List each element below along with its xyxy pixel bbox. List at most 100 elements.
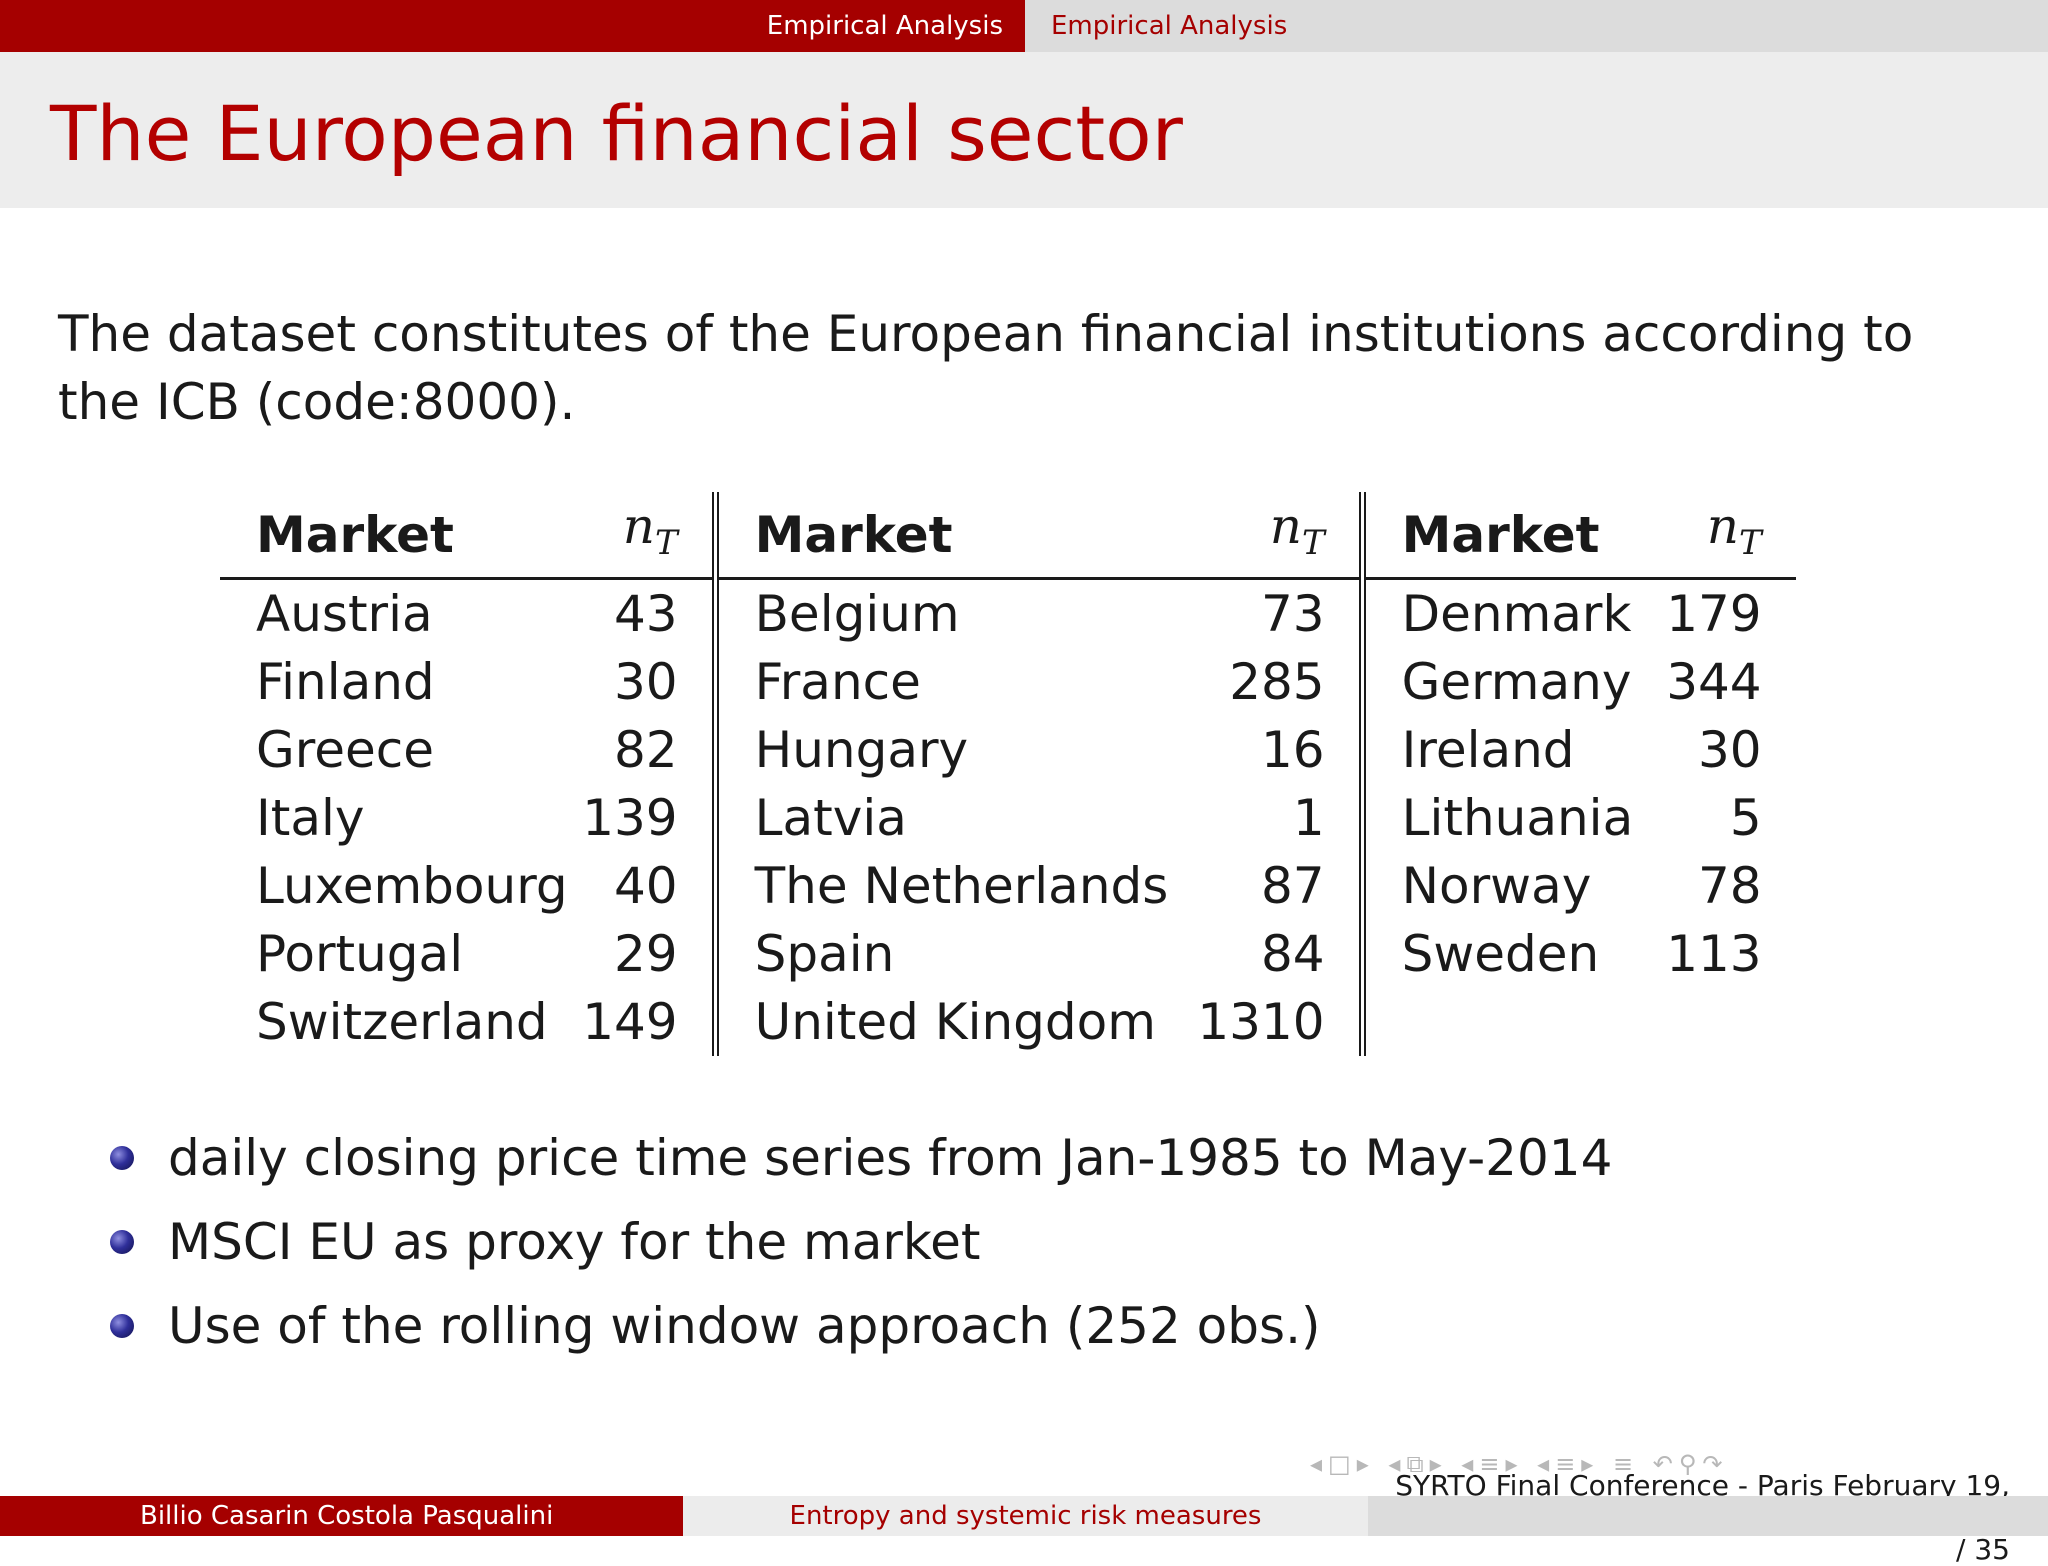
nav-section-right-label: Empirical Analysis	[1051, 11, 1288, 41]
nav-prev-part-icon[interactable]: ◂	[1537, 1450, 1556, 1478]
part-icon[interactable]: ≡	[1555, 1450, 1582, 1478]
footer-bar: Billio Casarin Costola Pasqualini Entrop…	[0, 1496, 2048, 1536]
market-count: 344	[1666, 653, 1762, 711]
header-n-symbol: n	[622, 497, 655, 555]
header-n-subscript: T	[1738, 523, 1762, 563]
list-item: Use of the rolling window approach (252 …	[110, 1284, 1612, 1368]
market-name: Latvia	[754, 789, 907, 847]
nav-next-section-icon[interactable]: ▸	[1505, 1450, 1524, 1478]
market-name: Austria	[256, 585, 433, 643]
header-n-symbol: n	[1706, 497, 1739, 555]
nav-section-left-label: Empirical Analysis	[766, 11, 1003, 41]
market-name: Italy	[256, 789, 365, 847]
header-n-subscript: T	[1301, 523, 1325, 563]
market-name	[1362, 988, 1652, 1056]
header-n-symbol: n	[1269, 497, 1302, 555]
section-icon[interactable]: ≡	[1479, 1450, 1506, 1478]
header-n-3: nT	[1651, 492, 1796, 580]
market-name: Spain	[754, 925, 895, 983]
bullet-list: daily closing price time series from Jan…	[110, 1116, 1612, 1368]
search-icon[interactable]: ⚲	[1678, 1450, 1703, 1478]
market-name: United Kingdom	[754, 993, 1156, 1051]
nav-prev-subsection-icon[interactable]: ◂	[1388, 1450, 1407, 1478]
bullet-text: MSCI EU as proxy for the market	[168, 1213, 981, 1271]
nav-next-frame-icon[interactable]: ▸	[1356, 1450, 1375, 1478]
market-count: 43	[567, 578, 719, 648]
market-count: 82	[567, 716, 719, 784]
header-market-2: Market	[715, 492, 1175, 580]
market-name: Sweden	[1401, 925, 1600, 983]
frame-title: The European financial sector	[50, 89, 1183, 178]
market-count: 1	[1174, 784, 1366, 852]
footer-authors: Billio Casarin Costola Pasqualini	[0, 1496, 683, 1536]
table-row: Finland 30 France 285 Germany 344	[220, 648, 1796, 716]
market-name: Lithuania	[1401, 789, 1634, 847]
market-count: 139	[567, 784, 719, 852]
market-count: 40	[567, 852, 719, 920]
market-name: Hungary	[754, 721, 969, 779]
nav-prev-section-icon[interactable]: ◂	[1461, 1450, 1480, 1478]
nav-prev-frame-icon[interactable]: ◂	[1310, 1450, 1329, 1478]
bullet-ball-icon	[110, 1230, 134, 1254]
market-count: 113	[1666, 925, 1762, 983]
document-icon[interactable]: ≡	[1612, 1450, 1640, 1478]
nav-next-subsection-icon[interactable]: ▸	[1429, 1450, 1448, 1478]
footer-talk-title: Entropy and systemic risk measures	[683, 1496, 1368, 1536]
market-count: 78	[1698, 857, 1762, 915]
market-name: Ireland	[1401, 721, 1575, 779]
intro-text: The dataset constitutes of the European …	[58, 305, 1914, 431]
bullet-ball-icon	[110, 1314, 134, 1338]
table-row: Italy 139 Latvia 1 Lithuania 5	[220, 784, 1796, 852]
markets-table: Market nT Market nT Market nT Austria 43…	[220, 492, 1796, 1056]
market-name: Denmark	[1401, 585, 1632, 643]
redo-icon[interactable]: ↷	[1702, 1450, 1729, 1478]
market-count: 179	[1666, 585, 1762, 643]
market-count: 84	[1174, 920, 1366, 988]
market-name: Switzerland	[256, 993, 548, 1051]
nav-section-next[interactable]: Empirical Analysis	[1025, 0, 2048, 52]
market-name: Portugal	[256, 925, 464, 983]
frame-title-bar: The European financial sector	[0, 52, 2048, 208]
market-count: 30	[1698, 721, 1762, 779]
subsection-icon[interactable]: ⧉	[1406, 1450, 1430, 1478]
market-count: 73	[1174, 578, 1366, 648]
market-name: Belgium	[754, 585, 960, 643]
nav-section-current[interactable]: Empirical Analysis	[0, 0, 1025, 52]
bullet-ball-icon	[110, 1146, 134, 1170]
market-count	[1652, 988, 1796, 1056]
undo-icon[interactable]: ↶	[1652, 1450, 1679, 1478]
header-market-1: Market	[220, 492, 568, 580]
nav-next-part-icon[interactable]: ▸	[1581, 1450, 1600, 1478]
market-name: France	[754, 653, 921, 711]
market-count: 87	[1174, 852, 1366, 920]
market-name: Germany	[1401, 653, 1632, 711]
market-count: 5	[1729, 789, 1762, 847]
page-number: / 35	[1956, 1533, 2010, 1566]
market-count: 1310	[1174, 988, 1366, 1056]
table-row: Greece 82 Hungary 16 Ireland 30	[220, 716, 1796, 784]
market-name: The Netherlands	[754, 857, 1169, 915]
market-count: 29	[567, 920, 719, 988]
bullet-text: Use of the rolling window approach (252 …	[168, 1297, 1321, 1355]
list-item: MSCI EU as proxy for the market	[110, 1200, 1612, 1284]
header-n-2: nT	[1174, 492, 1366, 580]
beamer-navigation-controls: ◂□▸ ◂⧉▸ ◂≡▸ ◂≡▸ ≡ ↶⚲↷	[1310, 1450, 1729, 1478]
market-count: 285	[1174, 648, 1366, 716]
bullet-text: daily closing price time series from Jan…	[168, 1129, 1613, 1187]
market-name: Norway	[1401, 857, 1592, 915]
header-n-1: nT	[567, 492, 719, 580]
market-count: 149	[567, 988, 719, 1056]
header-market-3: Market	[1362, 492, 1652, 580]
market-name: Greece	[256, 721, 434, 779]
table-header-row: Market nT Market nT Market nT	[220, 492, 1796, 580]
header-n-subscript: T	[654, 523, 678, 563]
market-name: Luxembourg	[256, 857, 568, 915]
frame-icon[interactable]: □	[1328, 1450, 1357, 1478]
table-row: Switzerland 149 United Kingdom 1310	[220, 988, 1796, 1056]
table-row: Portugal 29 Spain 84 Sweden 113	[220, 920, 1796, 988]
footer-right-panel	[1368, 1496, 2048, 1536]
market-count: 30	[567, 648, 719, 716]
market-name: Finland	[256, 653, 435, 711]
market-count: 16	[1174, 716, 1366, 784]
list-item: daily closing price time series from Jan…	[110, 1116, 1612, 1200]
